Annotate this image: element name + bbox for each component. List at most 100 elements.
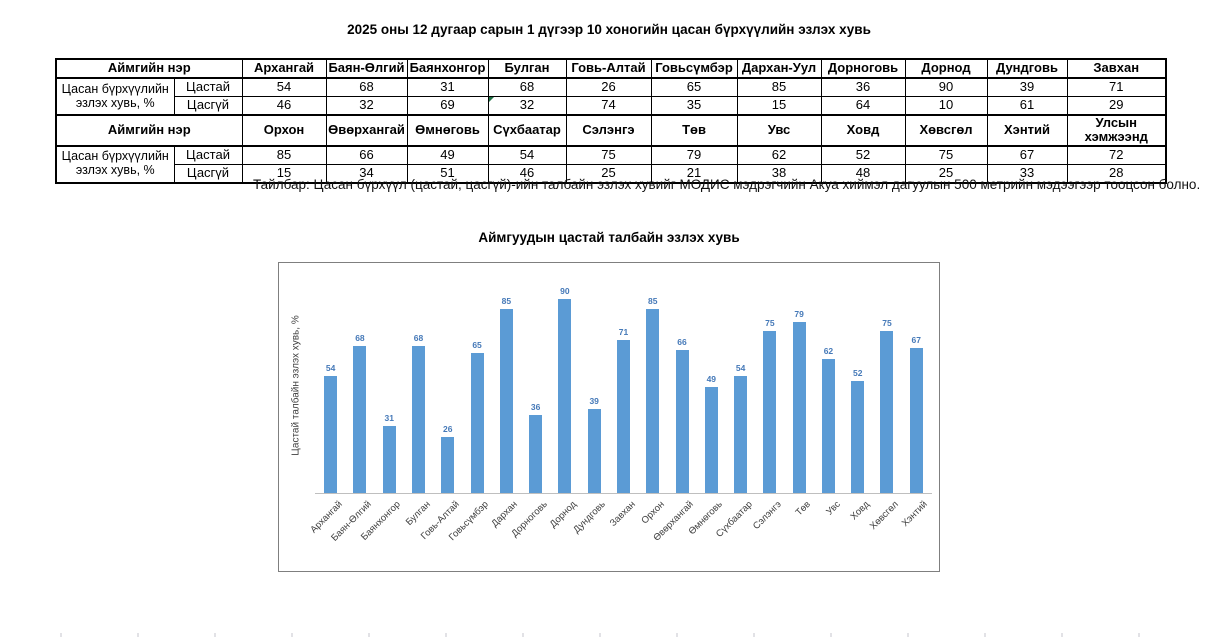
category-label: Хөвсгөл xyxy=(867,499,901,532)
value-cell[interactable]: 71 xyxy=(1066,77,1167,97)
value-cell[interactable]: 25 xyxy=(565,163,652,184)
column-header-cell[interactable]: Хэнтий xyxy=(986,114,1068,147)
value-cell[interactable]: 61 xyxy=(986,96,1068,116)
value-cell[interactable]: 67 xyxy=(986,145,1068,165)
aimag-name-header-cell[interactable]: Аймгийн нэр xyxy=(55,58,243,79)
value-cell[interactable]: 51 xyxy=(406,163,489,184)
bar-column: 75 xyxy=(755,277,784,493)
value-cell[interactable]: 46 xyxy=(241,96,327,116)
value-cell[interactable]: 54 xyxy=(487,145,567,165)
column-header-cell[interactable]: Баянхонгор xyxy=(406,58,489,79)
value-cell[interactable]: 49 xyxy=(406,145,489,165)
bar-column: 68 xyxy=(345,277,374,493)
value-cell[interactable]: 36 xyxy=(820,77,906,97)
bar-data-label: 85 xyxy=(501,296,512,307)
value-cell[interactable]: 31 xyxy=(406,77,489,97)
value-cell[interactable]: 68 xyxy=(487,77,567,97)
column-header-cell[interactable]: Сэлэнгэ xyxy=(565,114,652,147)
value-cell[interactable]: 68 xyxy=(325,77,408,97)
column-header-cell[interactable]: Говьсүмбэр xyxy=(650,58,738,79)
bar-column: 54 xyxy=(316,277,345,493)
bar xyxy=(529,415,543,493)
column-header-cell[interactable]: Улсын хэмжээнд xyxy=(1066,114,1167,147)
column-header-cell[interactable]: Дундговь xyxy=(986,58,1068,79)
value-cell[interactable]: 39 xyxy=(986,77,1068,97)
value-cell[interactable]: 34 xyxy=(325,163,408,184)
row-group-label-cell[interactable]: Цасан бүрхүүлийн эзлэх хувь, % xyxy=(55,77,175,116)
bar-data-label: 75 xyxy=(765,318,775,328)
value-cell[interactable]: 33 xyxy=(986,163,1068,184)
column-header-cell[interactable]: Өвөрхангай xyxy=(325,114,408,147)
column-header-cell[interactable]: Дорноговь xyxy=(820,58,906,79)
value-cell[interactable]: 32 xyxy=(325,96,408,116)
value-cell[interactable]: 85 xyxy=(241,145,327,165)
value-cell[interactable]: 52 xyxy=(820,145,906,165)
value-cell[interactable]: 75 xyxy=(904,145,988,165)
bar-data-label: 79 xyxy=(794,309,804,320)
column-header-cell[interactable]: Архангай xyxy=(241,58,327,79)
chart-x-axis-line xyxy=(315,493,932,494)
row-label-cell[interactable]: Цастай xyxy=(173,77,243,97)
value-cell[interactable]: 85 xyxy=(736,77,822,97)
column-header-cell[interactable]: Ховд xyxy=(820,114,906,147)
bar xyxy=(675,350,689,493)
bar xyxy=(382,426,396,493)
column-header-cell[interactable]: Баян-Өлгий xyxy=(325,58,408,79)
category-label: Орхон xyxy=(639,499,667,527)
value-cell[interactable]: 66 xyxy=(325,145,408,165)
bar-data-label: 66 xyxy=(677,337,687,348)
row-group-label-cell[interactable]: Цасан бүрхүүлийн эзлэх хувь, % xyxy=(55,145,175,184)
chart-plot-area: 54 68 31 68 26 65 85 36 90 39 71 85 66 49 54 75 79 62 52 75… xyxy=(316,277,931,493)
value-cell[interactable]: 62 xyxy=(736,145,822,165)
column-header-cell[interactable]: Хөвсгөл xyxy=(904,114,988,147)
section-header-row: Аймгийн нэр Архангай Баян-Өлгий Баянхонгор Б… xyxy=(55,58,1167,79)
value-cell[interactable]: 54 xyxy=(241,77,327,97)
column-header-cell[interactable]: Дархан-Уул xyxy=(736,58,822,79)
value-cell[interactable]: 29 xyxy=(1066,96,1167,116)
value-cell[interactable]: 79 xyxy=(650,145,738,165)
bar xyxy=(734,376,748,493)
bar-column: 90 xyxy=(550,277,579,493)
column-header-cell[interactable]: Өмнөговь xyxy=(406,114,489,147)
column-header-cell[interactable]: Завхан xyxy=(1066,58,1167,79)
column-header-cell[interactable]: Булган xyxy=(487,58,567,79)
bar xyxy=(616,339,630,493)
value-cell[interactable]: 28 xyxy=(1066,163,1167,184)
column-header-cell[interactable]: Увс xyxy=(736,114,822,147)
bar-column: 54 xyxy=(726,277,755,493)
value-cell[interactable]: 25 xyxy=(904,163,988,184)
row-label-cell[interactable]: Цасгүй xyxy=(173,96,243,116)
value-cell[interactable]: 69 xyxy=(406,96,489,116)
row-label-cell[interactable]: Цастай xyxy=(173,145,243,165)
value-cell[interactable]: 75 xyxy=(565,145,652,165)
bar-data-label: 62 xyxy=(823,346,834,357)
value-cell[interactable]: 21 xyxy=(650,163,738,184)
bar-column: 62 xyxy=(814,277,843,493)
value-cell[interactable]: 46 xyxy=(487,163,567,184)
bar-column: 85 xyxy=(492,277,521,493)
column-header-cell[interactable]: Сүхбаатар xyxy=(487,114,567,147)
aimag-name-header-cell[interactable]: Аймгийн нэр xyxy=(55,114,243,147)
category-label: Сэлэнгэ xyxy=(750,499,784,532)
value-cell[interactable]: 35 xyxy=(650,96,738,116)
bar xyxy=(704,387,718,493)
value-cell[interactable]: 90 xyxy=(904,77,988,97)
column-header-cell[interactable]: Дорнод xyxy=(904,58,988,79)
value-cell[interactable]: 10 xyxy=(904,96,988,116)
value-cell[interactable]: 72 xyxy=(1066,145,1167,165)
column-header-cell[interactable]: Орхон xyxy=(241,114,327,147)
column-header-cell[interactable]: Төв xyxy=(650,114,738,147)
value-cell[interactable]: 38 xyxy=(736,163,822,184)
value-cell[interactable]: 65 xyxy=(650,77,738,97)
table-row: Цасгүй 46 32 69 32 74 35 15 64 10 61 29 xyxy=(56,96,1167,116)
bar xyxy=(441,436,455,493)
value-cell[interactable]: 15 xyxy=(736,96,822,116)
value-cell-error-flag[interactable]: 32 xyxy=(487,96,567,116)
value-cell[interactable]: 26 xyxy=(565,77,652,97)
column-header-cell[interactable]: Говь-Алтай xyxy=(565,58,652,79)
bar-data-label: 90 xyxy=(560,285,570,296)
value-cell[interactable]: 74 xyxy=(565,96,652,116)
value-cell[interactable]: 64 xyxy=(820,96,906,116)
row-label-cell[interactable]: Цасгүй xyxy=(173,163,243,184)
